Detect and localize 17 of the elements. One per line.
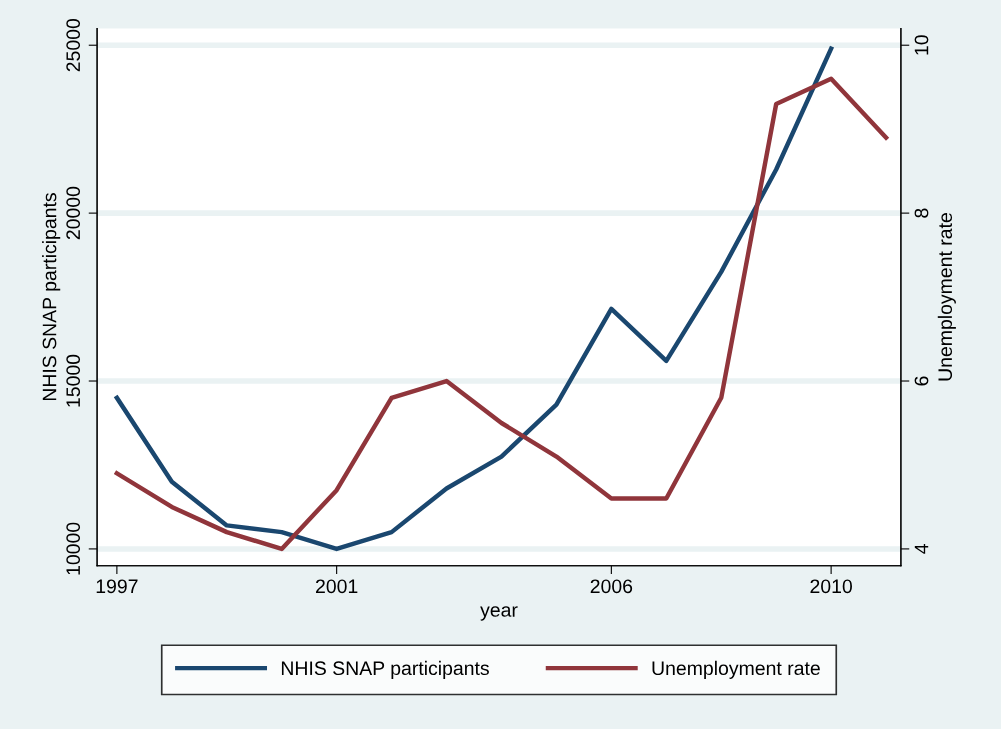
x-tick-label: 2006 [590,579,633,594]
y2-tick-label: 8 [914,208,929,218]
y-tick-label: 20000 [66,186,81,240]
x-tick-label: 2001 [316,579,358,594]
y-tick-label: 15000 [66,354,81,407]
y2-tick-label: 4 [914,544,929,554]
y-tick-label: 10000 [66,522,81,575]
x-tick-label: 2010 [810,579,852,594]
y2-tick-label: 6 [914,376,929,386]
y2-axis-title: Unemployment rate [937,213,956,381]
legend-label: Unemployment rate [652,660,820,679]
x-tick-label: 1997 [96,579,138,594]
legend-label: NHIS SNAP participants [281,660,489,679]
y2-tick-label: 10 [914,35,929,55]
y-axis-title: NHIS SNAP participants [42,193,61,401]
y-tick-label: 25000 [66,18,81,72]
x-axis-title: year [480,606,518,621]
